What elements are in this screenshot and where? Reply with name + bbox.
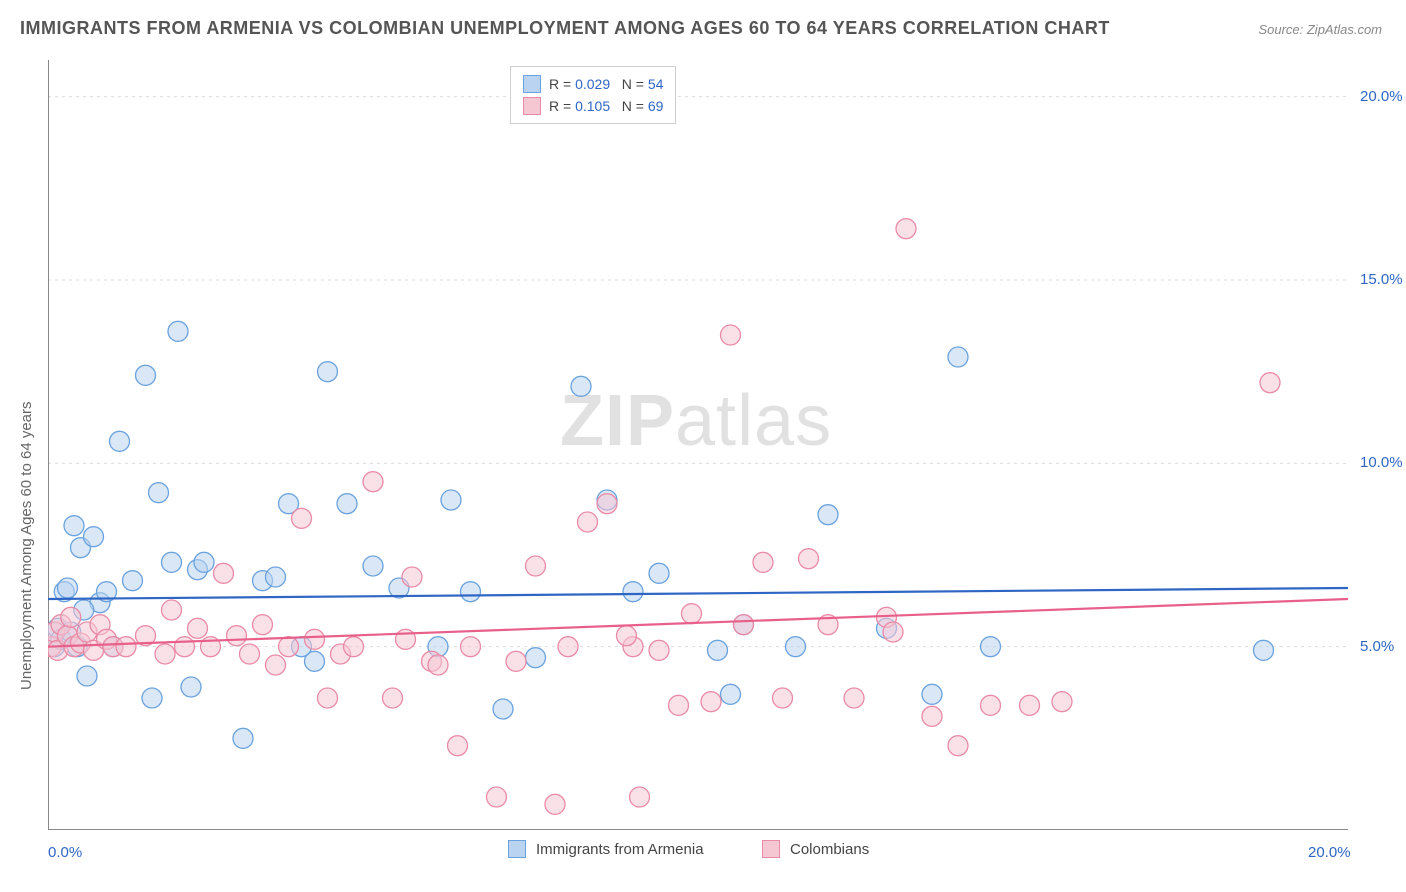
y-tick: 5.0% — [1360, 638, 1394, 655]
y-tick: 15.0% — [1360, 271, 1403, 288]
correlation-legend: R = 0.029 N = 54 R = 0.105 N = 69 — [510, 66, 676, 124]
x-tick: 0.0% — [48, 844, 82, 861]
legend-swatch — [523, 97, 541, 115]
chart-title: IMMIGRANTS FROM ARMENIA VS COLOMBIAN UNE… — [20, 18, 1110, 39]
chart-container: IMMIGRANTS FROM ARMENIA VS COLOMBIAN UNE… — [0, 0, 1406, 892]
legend-label: Immigrants from Armenia — [536, 841, 704, 858]
x-tick: 20.0% — [1308, 844, 1351, 861]
source-label: Source: ZipAtlas.com — [1258, 22, 1382, 37]
legend-swatch — [523, 75, 541, 93]
bottom-legend-item: Immigrants from Armenia — [508, 840, 704, 858]
legend-stats: R = 0.029 N = 54 — [549, 76, 663, 92]
legend-row: R = 0.105 N = 69 — [523, 95, 663, 117]
legend-swatch — [762, 840, 780, 858]
y-axis-label: Unemployment Among Ages 60 to 64 years — [18, 401, 35, 690]
bottom-legend-item: Colombians — [762, 840, 869, 858]
legend-stats: R = 0.105 N = 69 — [549, 98, 663, 114]
legend-label: Colombians — [790, 841, 869, 858]
legend-row: R = 0.029 N = 54 — [523, 73, 663, 95]
y-tick: 20.0% — [1360, 88, 1403, 105]
scatter-plot — [48, 60, 1348, 830]
y-tick: 10.0% — [1360, 454, 1403, 471]
legend-swatch — [508, 840, 526, 858]
